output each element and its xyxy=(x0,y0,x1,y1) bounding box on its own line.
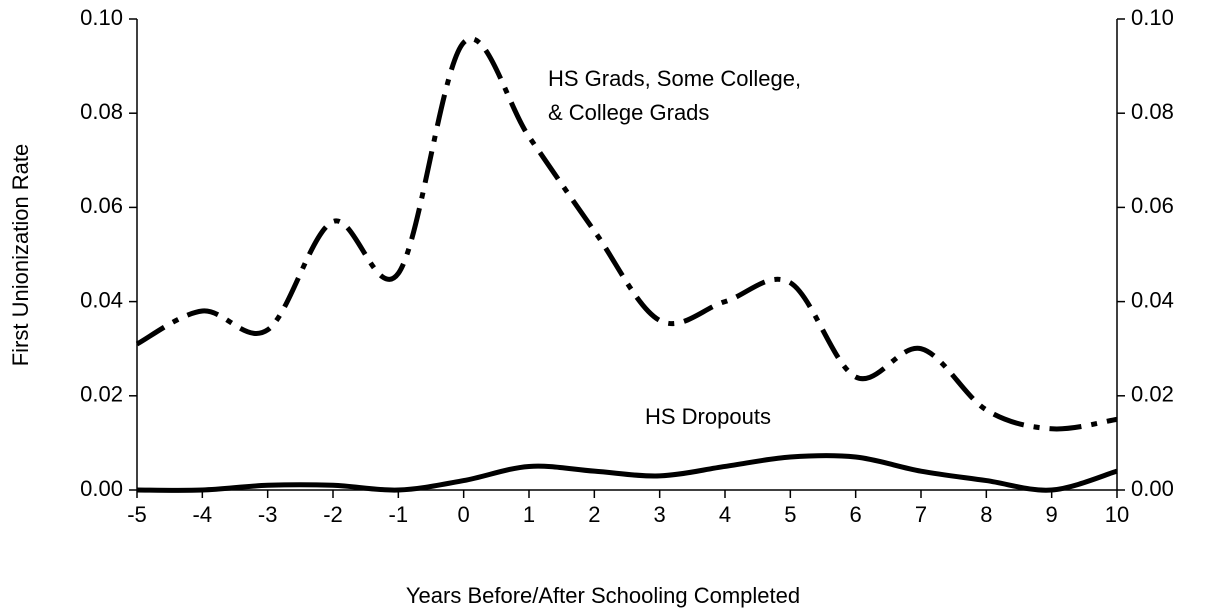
x-tick-label: 2 xyxy=(588,502,600,527)
x-tick-label: 0 xyxy=(458,502,470,527)
x-tick-label: 10 xyxy=(1105,502,1129,527)
y-tick-label: 0.06 xyxy=(80,193,123,218)
y-tick-label: 0.02 xyxy=(80,382,123,407)
y-tick-label: 0.10 xyxy=(80,5,123,30)
series-label: HS Grads, Some College, xyxy=(548,66,801,91)
x-tick-label: 1 xyxy=(523,502,535,527)
x-tick-label: 3 xyxy=(654,502,666,527)
series-label: & College Grads xyxy=(548,100,709,125)
y-tick-label: 0.04 xyxy=(80,287,123,312)
y2-tick-label: 0.00 xyxy=(1131,476,1174,501)
y2-tick-label: 0.10 xyxy=(1131,5,1174,30)
y2-tick-label: 0.02 xyxy=(1131,382,1174,407)
y-tick-label: 0.08 xyxy=(80,99,123,124)
x-tick-label: -4 xyxy=(193,502,213,527)
x-tick-label: 5 xyxy=(784,502,796,527)
y-tick-label: 0.00 xyxy=(80,476,123,501)
x-tick-label: -2 xyxy=(323,502,343,527)
x-tick-label: -1 xyxy=(389,502,409,527)
y2-tick-label: 0.06 xyxy=(1131,193,1174,218)
x-tick-label: 8 xyxy=(980,502,992,527)
y2-tick-label: 0.04 xyxy=(1131,287,1174,312)
y2-tick-label: 0.08 xyxy=(1131,99,1174,124)
x-tick-label: -3 xyxy=(258,502,278,527)
x-tick-label: 4 xyxy=(719,502,731,527)
series-line xyxy=(136,453,1118,493)
x-tick-label: 9 xyxy=(1046,502,1058,527)
x-axis-label: Years Before/After Schooling Completed xyxy=(406,583,800,608)
x-tick-label: 7 xyxy=(915,502,927,527)
x-tick-label: 6 xyxy=(850,502,862,527)
series-line xyxy=(135,36,1118,432)
y-axis-label: First Unionization Rate xyxy=(8,144,33,367)
x-tick-label: -5 xyxy=(127,502,147,527)
series-label: HS Dropouts xyxy=(645,404,771,429)
